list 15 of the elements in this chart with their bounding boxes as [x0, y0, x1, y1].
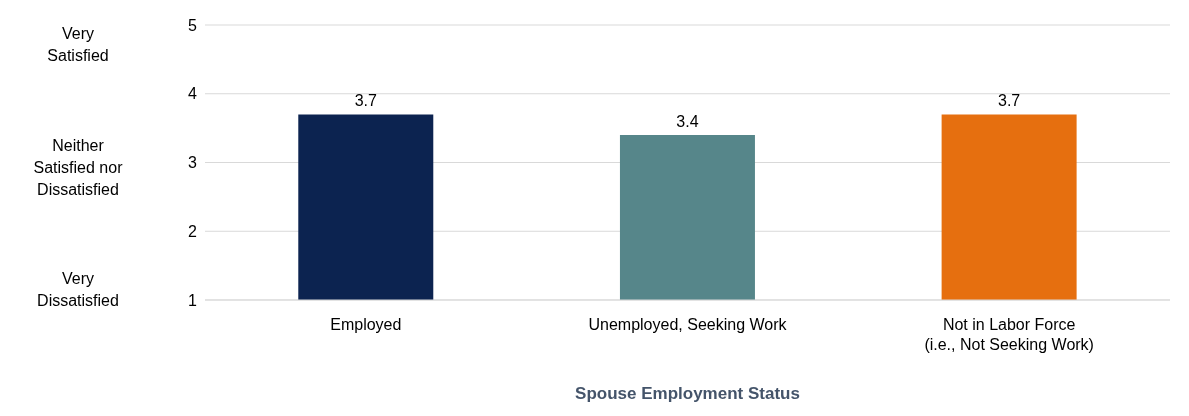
text: Very Satisfied — [46, 24, 110, 66]
x-axis-title: Spouse Employment Status — [574, 384, 801, 404]
y-tick-label: 3 — [188, 154, 198, 172]
y-tick-label: 2 — [188, 222, 198, 240]
y-tick-label: 1 — [188, 291, 198, 309]
y-tick-label: 4 — [188, 85, 198, 103]
data-label: 3.4 — [676, 113, 699, 130]
x-tick-label: Not in Labor Force (i.e., Not Seeking Work) — [924, 316, 1094, 353]
data-label: 3.7 — [997, 92, 1021, 110]
data-label: 3.7 — [354, 92, 377, 110]
y-tick-label: 5 — [188, 16, 198, 34]
text: Very Dissatisfied — [36, 269, 120, 311]
x-tick-label: Unemployed, Seeking Work — [588, 316, 788, 333]
text: Neither Satisfied nor Dissatisfied — [32, 135, 124, 200]
x-tick-label: Employed — [330, 316, 402, 333]
